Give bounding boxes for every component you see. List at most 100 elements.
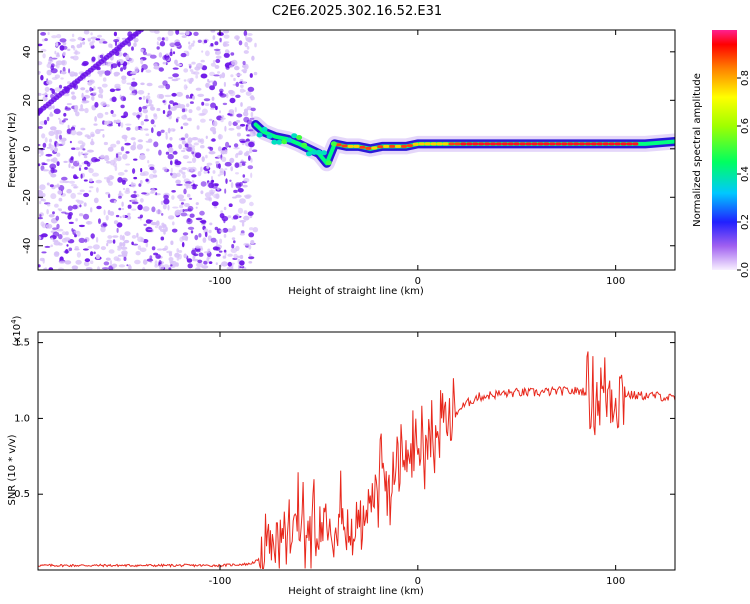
noise-speck [230, 52, 235, 56]
noise-speck [223, 52, 230, 58]
noise-speck [201, 65, 208, 71]
snr-y-tick-label: 0.5 [14, 489, 30, 500]
noise-speck [142, 51, 147, 56]
noise-speck [110, 143, 117, 148]
noise-speck [182, 174, 187, 179]
noise-speck [107, 193, 111, 198]
noise-speck [142, 267, 146, 270]
noise-speck [243, 152, 249, 157]
noise-speck [212, 59, 216, 64]
noise-speck [106, 124, 113, 127]
noise-speck [71, 265, 79, 270]
noise-speck [77, 192, 83, 195]
noise-speck [176, 248, 179, 253]
noise-speck [45, 94, 48, 98]
noise-speck [248, 141, 255, 148]
noise-speck [140, 120, 144, 126]
noise-speck [46, 63, 52, 69]
noise-speck [44, 267, 48, 270]
noise-speck [115, 88, 121, 91]
noise-speck [181, 114, 188, 120]
noise-speck [201, 50, 204, 53]
noise-speck [48, 267, 54, 270]
noise-speck [203, 260, 208, 265]
noise-speck [188, 109, 193, 114]
noise-speck [243, 30, 248, 37]
noise-speck [249, 147, 253, 154]
noise-speck [205, 135, 208, 139]
snr-scale-prefix: (x10 [12, 324, 23, 347]
noise-speck [48, 58, 54, 63]
noise-speck [212, 129, 217, 135]
spectrogram-y-tick-label: 0 [22, 146, 33, 152]
signal-peak [466, 142, 473, 146]
noise-speck [205, 50, 210, 57]
noise-speck [235, 73, 242, 77]
noise-speck [248, 261, 253, 264]
noise-speck [233, 143, 239, 148]
noise-speck [100, 226, 106, 233]
noise-speck [161, 213, 164, 216]
noise-speck [59, 119, 62, 125]
noise-speck [94, 158, 101, 162]
noise-speck [176, 183, 183, 186]
noise-speck [183, 183, 190, 187]
noise-speck [219, 37, 222, 42]
noise-speck [99, 74, 103, 77]
noise-speck [50, 167, 55, 174]
noise-speck [62, 231, 66, 236]
noise-speck [145, 229, 153, 232]
noise-speck [248, 232, 255, 238]
noise-speck [175, 262, 179, 267]
noise-speck [245, 125, 248, 131]
signal-peak [531, 142, 538, 146]
noise-speck [181, 171, 186, 175]
noise-speck [38, 71, 41, 74]
noise-speck [49, 163, 57, 170]
noise-speck [78, 224, 85, 228]
noise-speck [162, 54, 169, 61]
noise-speck [143, 128, 149, 131]
noise-speck [159, 40, 166, 47]
noise-speck [209, 85, 216, 91]
noise-speck [188, 143, 192, 147]
noise-speck [176, 257, 180, 261]
spectrogram-data [38, 30, 675, 270]
noise-speck [192, 258, 199, 262]
noise-speck [141, 192, 147, 195]
noise-speck [185, 146, 193, 152]
noise-speck [90, 141, 95, 146]
noise-speck [71, 33, 75, 38]
noise-speck [70, 45, 75, 49]
noise-speck [169, 260, 175, 264]
noise-speck [80, 151, 83, 155]
noise-speck [198, 112, 206, 117]
noise-speck [237, 264, 241, 270]
noise-speck [67, 81, 71, 85]
noise-speck [239, 123, 246, 127]
noise-speck [104, 111, 109, 115]
noise-speck [73, 72, 78, 77]
noise-speck [110, 175, 115, 180]
noise-speck [42, 169, 49, 172]
noise-speck [94, 116, 97, 122]
spectrogram-y-ticks: -40 -20 0 20 40 [22, 45, 675, 254]
noise-speck [188, 41, 191, 45]
noise-speck [181, 35, 187, 38]
signal-peak [365, 146, 372, 150]
noise-speck [41, 193, 46, 198]
noise-speck [195, 217, 203, 221]
noise-speck [109, 259, 113, 266]
noise-speck [59, 180, 65, 184]
noise-speck [248, 256, 255, 260]
noise-speck [197, 138, 201, 143]
noise-speck [103, 261, 110, 266]
noise-speck [200, 145, 205, 149]
snr-frame [37, 331, 676, 571]
noise-speck [208, 261, 213, 264]
noise-speck [156, 131, 162, 137]
noise-speck [122, 153, 128, 160]
noise-speck [222, 227, 229, 233]
noise-speck [195, 87, 202, 91]
